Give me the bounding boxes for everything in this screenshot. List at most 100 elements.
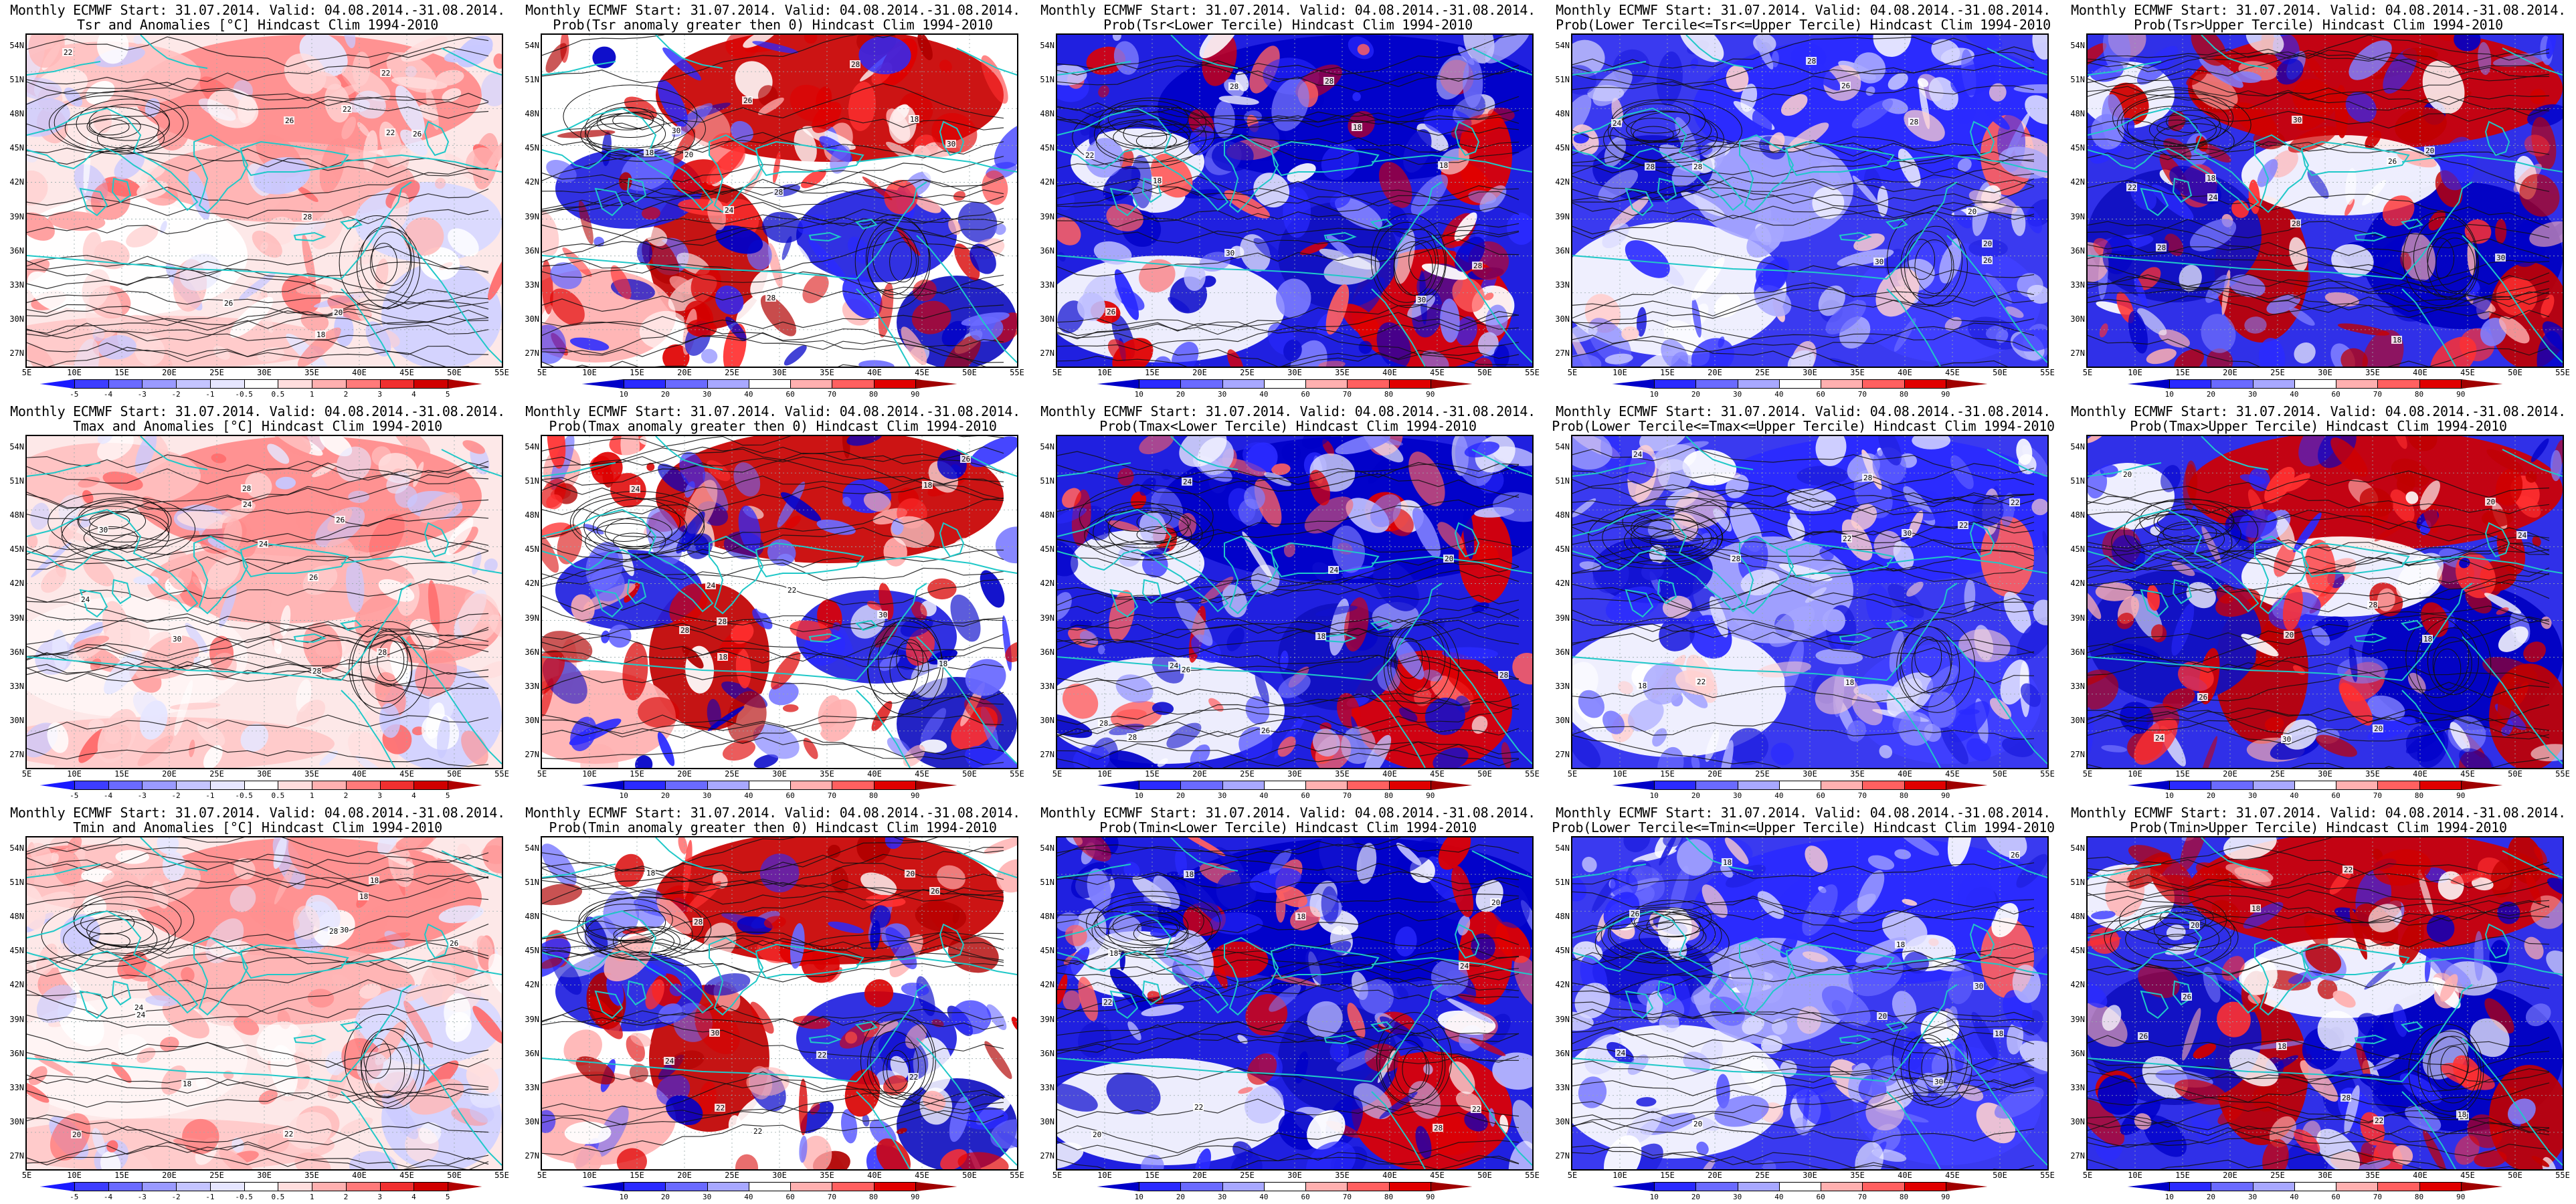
contour-label: 26 — [2011, 851, 2019, 860]
colorbar-swatch — [448, 1182, 482, 1191]
lat-label: 30N — [1040, 314, 1054, 324]
lon-label: 35E — [820, 769, 834, 779]
lon-label: 55E — [1010, 769, 1024, 779]
lon-label: 25E — [725, 769, 739, 779]
lon-label: 40E — [352, 769, 367, 779]
colorbar-label: 80 — [1899, 791, 1909, 800]
map-field: 30 24 28 28 20 20 26 28 26 28 — [1572, 35, 2047, 367]
colorbar-swatch — [2294, 781, 2336, 790]
contour-label: 28 — [1099, 719, 1108, 728]
colorbar-swatch — [74, 1182, 109, 1191]
lon-label: 55E — [1525, 769, 1540, 779]
lat-label: 36N — [2070, 647, 2085, 657]
map-panel-tmax-anomaly: Monthly ECMWF Start: 31.07.2014. Valid: … — [0, 401, 515, 803]
map-panel-tmax-prob: Monthly ECMWF Start: 31.07.2014. Valid: … — [515, 401, 1030, 803]
panel-title-line1: Monthly ECMWF Start: 31.07.2014. Valid: … — [525, 2, 1020, 18]
lon-label: 50E — [2508, 368, 2522, 377]
lon-label: 40E — [1382, 368, 1397, 377]
colorbar — [1613, 379, 1988, 389]
lat-label: 42N — [1040, 980, 1054, 990]
contour-label: 30 — [99, 526, 108, 534]
lat-label: 51N — [2070, 476, 2085, 486]
map-panel-tmax-middle: Monthly ECMWF Start: 31.07.2014. Valid: … — [1546, 401, 2061, 803]
lon-label: 20E — [162, 368, 177, 377]
panel-title-line2: Prob(Tmin<Lower Tercile) Hindcast Clim 1… — [1099, 819, 1477, 835]
colorbar-swatch — [665, 1182, 708, 1191]
colorbar-label: -4 — [103, 791, 113, 800]
contour-label: 18 — [1297, 912, 1305, 921]
colorbar-label: 10 — [1649, 390, 1659, 399]
lat-label: 39N — [2070, 1014, 2085, 1024]
colorbar-swatch — [915, 379, 957, 389]
colorbar — [40, 1182, 482, 1191]
lon-label: 10E — [582, 368, 597, 377]
lon-label: 40E — [352, 1171, 367, 1180]
panel-title-line1: Monthly ECMWF Start: 31.07.2014. Valid: … — [2071, 805, 2566, 821]
contour-label: 22 — [1085, 151, 1094, 160]
colorbar-label: 70 — [1342, 791, 1352, 800]
lat-label: 30N — [9, 715, 24, 725]
colorbar-label: 90 — [1426, 1193, 1435, 1201]
lon-label: 15E — [1145, 368, 1160, 377]
colorbar-swatch — [1263, 1182, 1306, 1191]
lon-label: 10E — [1613, 368, 1627, 377]
lat-label: 48N — [2070, 912, 2085, 922]
panel-title-line1: Monthly ECMWF Start: 31.07.2014. Valid: … — [1040, 403, 1536, 419]
colorbar-label: 60 — [2331, 791, 2340, 800]
lat-label: 27N — [2070, 750, 2085, 759]
lon-label: 45E — [915, 368, 929, 377]
contour-label: 18 — [923, 481, 932, 490]
lon-label: 25E — [1755, 1171, 1770, 1180]
colorbar-swatch — [345, 379, 381, 389]
lon-label: 10E — [1097, 769, 1112, 779]
lat-label: 33N — [525, 681, 539, 691]
lon-label: 50E — [2508, 769, 2522, 779]
lat-label: 48N — [1555, 510, 1570, 520]
colorbar-swatch — [748, 1182, 791, 1191]
colorbar-swatch — [176, 781, 211, 790]
lat-label: 33N — [2070, 681, 2085, 691]
colorbar-label: 10 — [1649, 1193, 1659, 1201]
contour-label: 28 — [774, 188, 783, 197]
lon-label: 15E — [114, 1171, 129, 1180]
lat-label: 33N — [525, 280, 539, 290]
lat-label: 36N — [525, 1048, 539, 1058]
lat-label: 45N — [1555, 143, 1570, 153]
colorbar-swatch — [209, 781, 245, 790]
lat-label: 51N — [1040, 75, 1054, 85]
map-area: 26 26 22 28 22 26 20 22 18 22 — [25, 33, 503, 368]
colorbar-swatch — [1695, 781, 1738, 790]
contour-label: 20 — [1983, 239, 1992, 248]
panel-title-line1: Monthly ECMWF Start: 31.07.2014. Valid: … — [525, 805, 1020, 821]
colorbar-swatch — [665, 379, 708, 389]
lat-label: 48N — [1040, 109, 1054, 119]
contour-label: 28 — [1499, 671, 1508, 680]
lon-label: 20E — [162, 1171, 177, 1180]
lat-label: 39N — [9, 613, 24, 623]
colorbar-swatch — [244, 379, 278, 389]
lon-label: 5E — [537, 368, 547, 377]
contour-label: 18 — [1723, 858, 1732, 867]
colorbar-swatch — [1263, 781, 1306, 790]
panel-title-line2: Tmin and Anomalies [°C] Hindcast Clim 19… — [73, 819, 442, 835]
lon-label: 55E — [1525, 1171, 1540, 1180]
lat-label: 39N — [1555, 1014, 1570, 1024]
lon-label: 25E — [1240, 368, 1255, 377]
colorbar-label: 90 — [1941, 791, 1950, 800]
contour-label: 20 — [2374, 724, 2383, 733]
colorbar-swatch — [915, 1182, 957, 1191]
lon-label: 30E — [1287, 368, 1302, 377]
lon-label: 25E — [1755, 769, 1770, 779]
colorbar-label: 20 — [1691, 1193, 1701, 1201]
colorbar-label: 80 — [1899, 1193, 1909, 1201]
colorbar-swatch — [1821, 1182, 1863, 1191]
colorbar-swatch — [1695, 1182, 1738, 1191]
contour-label: 18 — [359, 892, 368, 901]
lat-label: 54N — [9, 41, 24, 50]
contour-label: 24 — [665, 1057, 674, 1066]
lat-label: 54N — [2070, 843, 2085, 853]
colorbar-swatch — [2169, 379, 2211, 389]
lon-label: 55E — [494, 368, 509, 377]
colorbar-swatch — [2460, 781, 2503, 790]
colorbar-label: 40 — [2290, 1193, 2299, 1201]
